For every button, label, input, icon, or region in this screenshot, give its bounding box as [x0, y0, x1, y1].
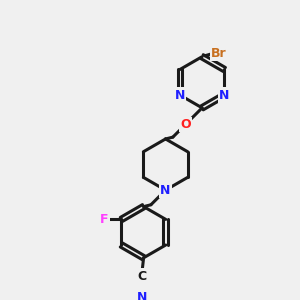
Text: N: N	[175, 88, 185, 102]
Text: F: F	[100, 213, 108, 226]
Text: C: C	[137, 270, 146, 283]
Text: N: N	[160, 184, 171, 196]
Text: Br: Br	[211, 46, 226, 59]
Text: N: N	[219, 88, 230, 102]
Text: O: O	[180, 118, 191, 131]
Text: N: N	[136, 291, 147, 300]
